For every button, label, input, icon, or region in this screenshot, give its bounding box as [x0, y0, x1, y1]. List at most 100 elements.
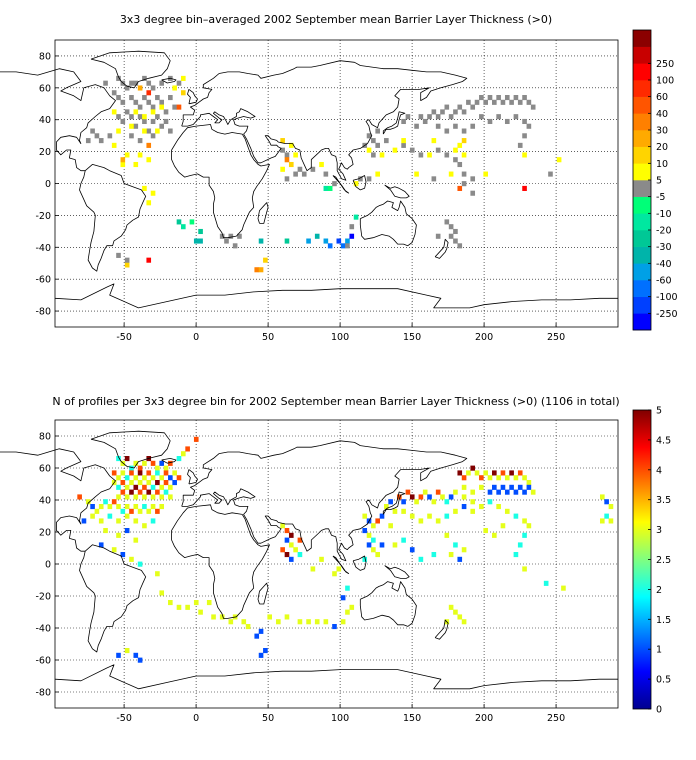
coastline-borneo: [352, 175, 367, 191]
bin-cell: [384, 138, 389, 144]
bin-cell: [176, 219, 182, 225]
bin-cell: [142, 118, 147, 125]
bin-cell: [103, 80, 108, 86]
bin-cell: [388, 523, 393, 529]
bin-cell: [98, 138, 104, 144]
bin-cell: [146, 480, 152, 486]
bin-cell: [479, 95, 484, 101]
bin-cell: [366, 542, 372, 548]
colorbar-swatch: [633, 163, 651, 181]
bin-cell: [193, 600, 199, 606]
bin-cell: [280, 166, 285, 172]
bin-cell: [150, 104, 156, 110]
bin-cell: [150, 85, 156, 91]
bin-cell: [176, 80, 182, 86]
colorbar-swatch: [633, 230, 651, 247]
bin-cell: [522, 518, 527, 524]
bin-cell: [345, 243, 350, 249]
bin-cell: [180, 75, 186, 81]
bin-cell: [116, 532, 121, 538]
bin-cell: [180, 90, 186, 96]
x-tick-label: 250: [547, 713, 565, 724]
bin-cell: [103, 499, 108, 505]
bin-cell: [448, 552, 454, 558]
bin-cell: [107, 133, 113, 139]
y-tick-label: -20: [35, 211, 51, 222]
bin-cell: [245, 624, 251, 630]
coastline-uk: [187, 469, 198, 485]
bin-cell: [466, 470, 471, 476]
bin-cell: [198, 238, 203, 244]
x-tick-label: 150: [403, 713, 421, 724]
bin-cell: [168, 95, 173, 101]
bin-cell: [362, 556, 368, 562]
bin-cell: [155, 465, 160, 471]
bin-cell: [267, 614, 273, 620]
bin-cell: [474, 99, 480, 105]
bin-cell: [284, 238, 290, 244]
panel2-grid: [55, 420, 618, 708]
bin-cell: [133, 494, 139, 500]
bin-cell: [388, 499, 393, 505]
bin-cell: [479, 484, 484, 490]
colorbar-label: -5: [656, 192, 665, 203]
bin-cell: [284, 152, 290, 158]
bin-cell: [345, 238, 350, 244]
bin-cell: [487, 475, 493, 481]
bin-cell: [470, 104, 476, 110]
colorbar-label: -40: [656, 259, 672, 270]
bin-cell: [120, 470, 126, 476]
bin-cell: [379, 152, 385, 158]
bin-cell: [146, 257, 152, 263]
bin-cell: [444, 499, 450, 505]
bin-cell: [453, 238, 458, 244]
bin-cell: [116, 252, 121, 258]
bin-cell: [513, 552, 519, 558]
bin-cell: [254, 267, 260, 273]
bin-cell: [280, 147, 285, 153]
coastline-africa: [171, 124, 270, 239]
bin-cell: [133, 537, 139, 543]
bin-cell: [444, 128, 450, 134]
bin-cell: [340, 243, 346, 249]
bin-cell: [232, 243, 238, 249]
bin-cell: [155, 470, 160, 476]
bin-cell: [310, 566, 316, 572]
bin-cell: [297, 166, 303, 172]
bin-cell: [444, 219, 450, 225]
colorbar-swatch: [633, 196, 651, 214]
coastline-uk: [187, 89, 198, 105]
bin-cell: [159, 504, 165, 510]
bin-cell: [90, 513, 95, 519]
bin-cell: [103, 528, 108, 534]
coastline-nz: [434, 238, 449, 259]
bin-cell: [133, 460, 139, 466]
bin-cell: [509, 99, 514, 105]
panel1-bins: [85, 75, 562, 273]
bin-cell: [258, 628, 264, 634]
bin-cell: [163, 470, 169, 476]
bin-cell: [461, 181, 467, 187]
bin-cell: [504, 489, 510, 495]
bin-cell: [124, 257, 130, 263]
colorbar-swatch: [633, 96, 651, 114]
panel1-y-ticks: -80 -60 -40 -20 0 20 40 60 80: [35, 51, 59, 318]
bin-cell: [466, 99, 471, 105]
bin-cell: [401, 537, 406, 543]
bin-cell: [137, 114, 143, 120]
bin-cell: [124, 85, 130, 91]
bin-cell: [146, 80, 152, 86]
bin-cell: [427, 152, 432, 158]
bin-cell: [133, 123, 139, 129]
bin-cell: [198, 228, 203, 235]
bin-cell: [77, 494, 82, 500]
bin-cell: [90, 128, 95, 134]
bin-cell: [414, 171, 419, 177]
bin-cell: [427, 494, 432, 500]
bin-cell: [124, 262, 130, 268]
y-tick-label: 20: [39, 528, 51, 539]
bin-cell: [293, 547, 298, 553]
bin-cell: [284, 552, 290, 558]
bin-cell: [137, 152, 143, 158]
bin-cell: [120, 480, 126, 486]
